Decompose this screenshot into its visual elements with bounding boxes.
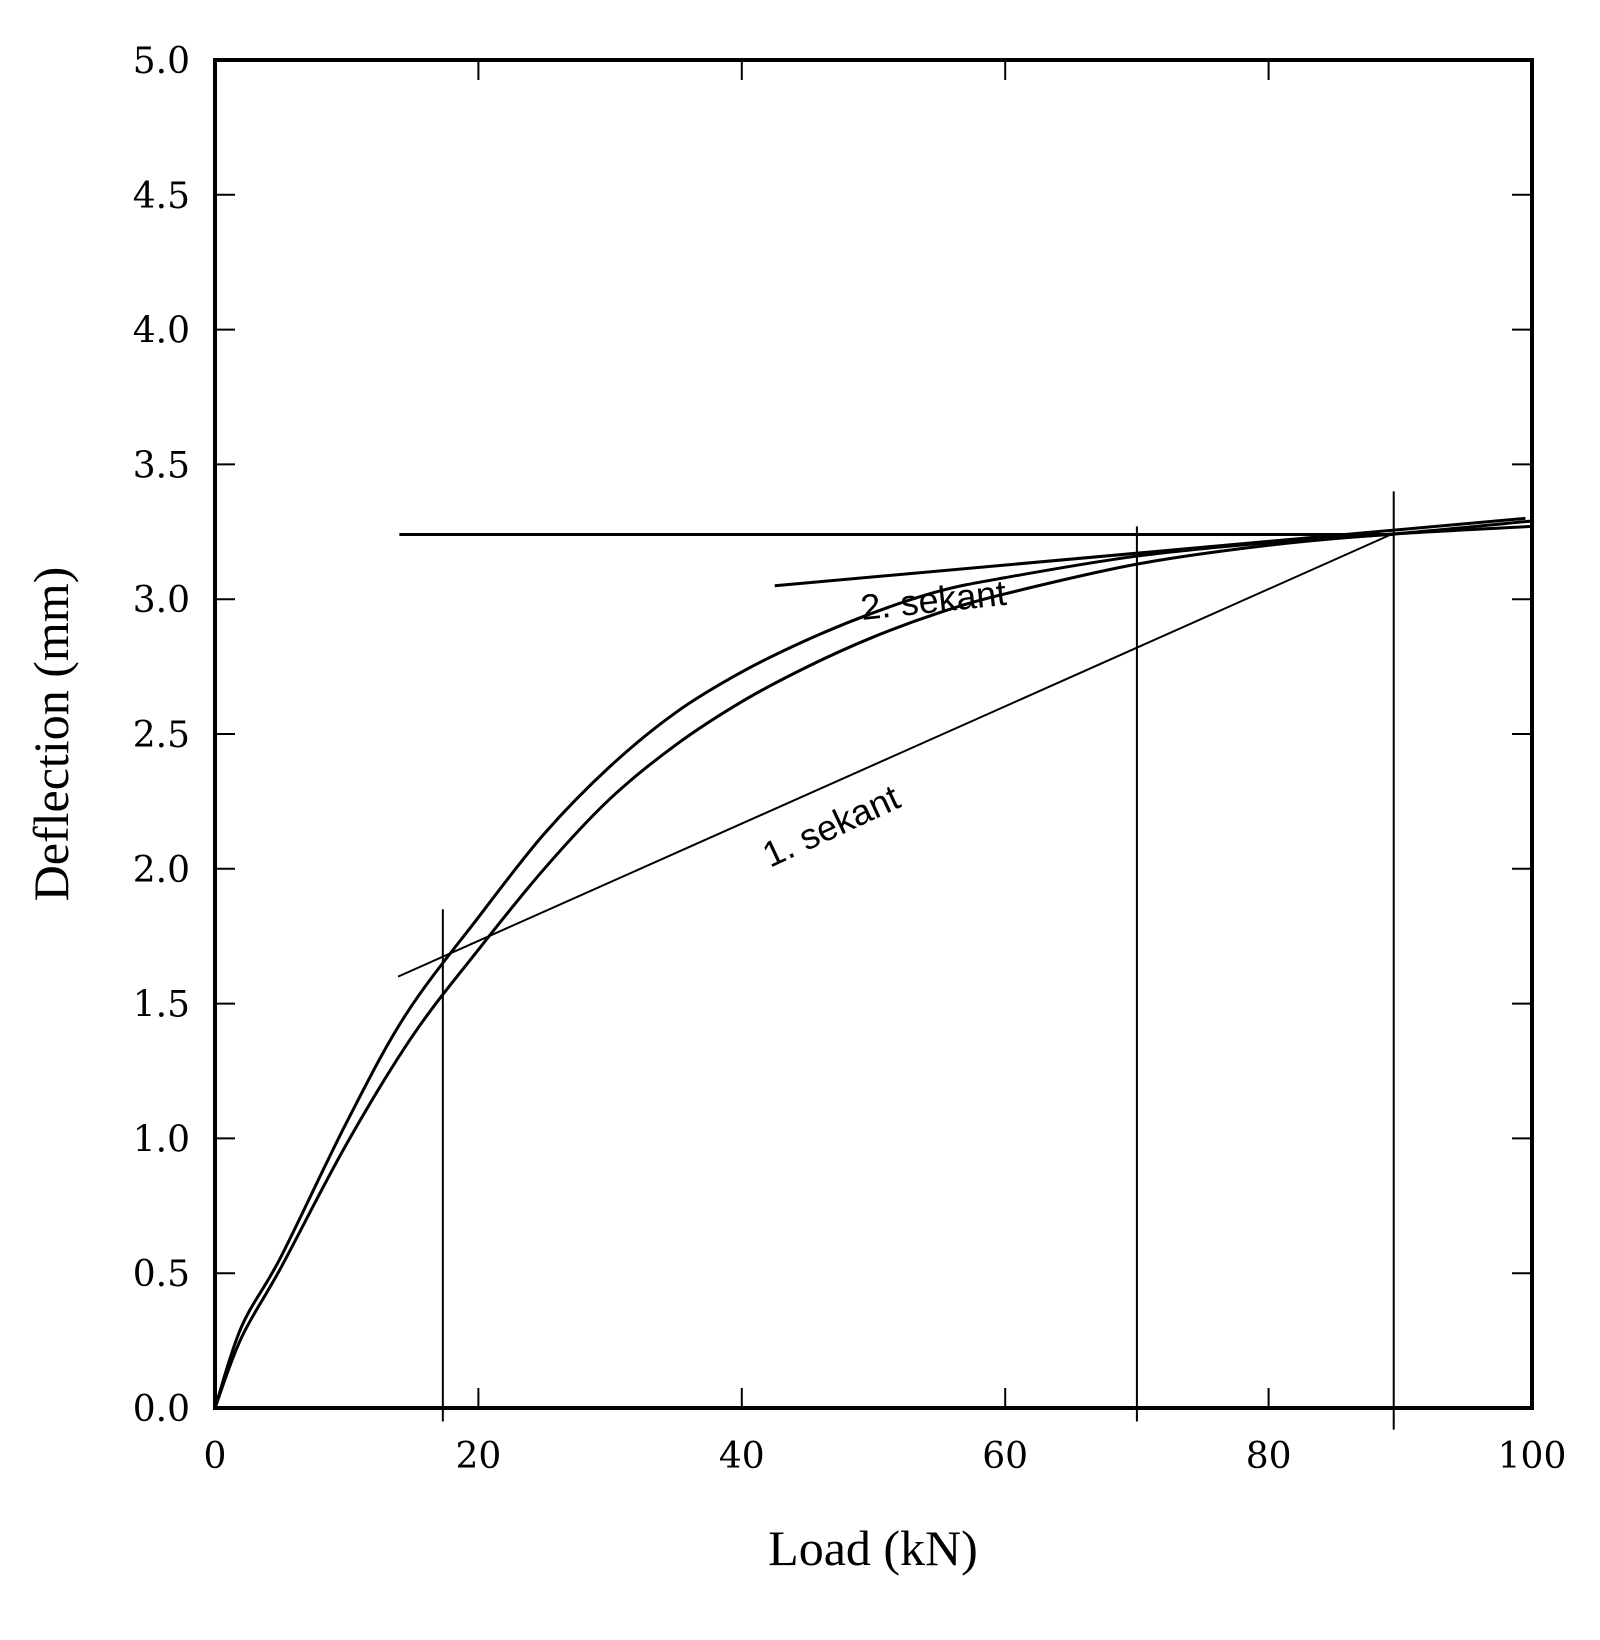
- y-tick-label: 1.0: [133, 1119, 190, 1160]
- x-tick-label: 20: [455, 1436, 501, 1477]
- secant-line-1: [397, 533, 1392, 978]
- y-tick-label: 4.5: [133, 176, 190, 217]
- x-axis-title: Load (kN): [768, 1520, 978, 1576]
- secant-1-label: 1. sekant: [756, 776, 906, 875]
- y-axis-title: Deflection (mm): [23, 567, 79, 902]
- y-tick-label: 4.0: [133, 311, 190, 352]
- x-tick-label: 40: [719, 1436, 765, 1477]
- x-tick-label: 60: [982, 1436, 1028, 1477]
- y-tick-label: 0.0: [133, 1389, 190, 1430]
- x-tick-label: 100: [1498, 1436, 1567, 1477]
- x-tick-label: 0: [204, 1436, 227, 1477]
- deflection-curve-1: [213, 519, 1533, 1409]
- deflection-curve-2: [213, 524, 1533, 1409]
- secant-2-label: 2. sekant: [859, 572, 1009, 628]
- y-tick-label: 3.0: [133, 580, 190, 621]
- secant-line-2: [774, 516, 1526, 588]
- y-tick-label: 2.0: [133, 850, 190, 891]
- y-tick-label: 0.5: [133, 1254, 190, 1295]
- x-tick-label: 80: [1246, 1436, 1292, 1477]
- y-tick-label: 2.5: [133, 715, 190, 756]
- y-tick-label: 1.5: [133, 985, 190, 1026]
- plot-frame: [213, 58, 1534, 1410]
- y-tick-label: 3.5: [133, 445, 190, 486]
- y-tick-label: 5.0: [133, 41, 190, 82]
